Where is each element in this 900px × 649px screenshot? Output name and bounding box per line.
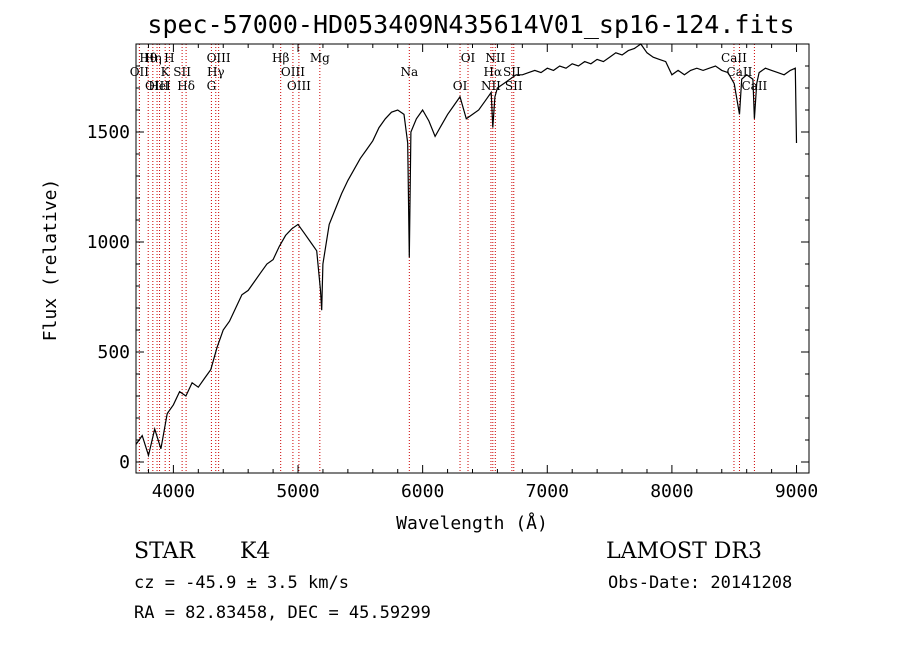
- line-label-mg: Mg: [310, 51, 330, 65]
- x-axis-ticks: 4000 5000 6000 7000 8000 9000: [147, 44, 818, 502]
- line-label-k: K: [161, 65, 171, 79]
- spectral-subclass: K4: [240, 539, 270, 564]
- x-axis-label: Wavelength (Å): [396, 512, 548, 534]
- spectral-line-markers: [138, 44, 755, 473]
- coordinates: RA = 82.83458, DEC = 45.59299: [134, 603, 431, 623]
- line-label-sii: SII: [173, 65, 191, 79]
- line-label-hθ: Hθ: [139, 51, 157, 65]
- line-label-nii: NII: [481, 79, 501, 93]
- line-label-hα: Hα: [484, 65, 503, 79]
- x-tick-label: 4000: [152, 481, 195, 502]
- line-label-caii: CaII: [741, 79, 767, 93]
- line-label-na: Na: [400, 65, 418, 79]
- line-label-oiii: OIII: [145, 79, 169, 93]
- flux-series-line: [135, 43, 798, 458]
- line-label-oi: OI: [461, 51, 476, 65]
- y-tick-label: 1500: [87, 122, 130, 143]
- line-label-sii: SII: [503, 65, 521, 79]
- line-label-sii: SII: [505, 79, 523, 93]
- line-label-hδ: Hδ: [177, 79, 195, 93]
- x-tick-label: 8000: [650, 481, 693, 502]
- x-tick-label: 7000: [526, 481, 569, 502]
- x-tick-label: 6000: [401, 481, 444, 502]
- line-label-oiii: OIII: [207, 51, 231, 65]
- observation-date: Obs-Date: 20141208: [608, 573, 792, 593]
- line-label-oiii: OIII: [281, 65, 305, 79]
- y-tick-label: 1000: [87, 232, 130, 253]
- line-label-oii: OII: [130, 65, 150, 79]
- line-label-oiii: OIII: [287, 79, 311, 93]
- line-label-hη: Hη: [144, 51, 162, 65]
- chart-title: spec-57000-HD053409N435614V01_sp16-124.f…: [147, 10, 794, 39]
- y-axis-label: Flux (relative): [40, 179, 61, 342]
- y-tick-label: 500: [97, 342, 130, 363]
- plot-frame: [135, 43, 810, 474]
- line-label-oi: OI: [453, 79, 468, 93]
- survey-name: LAMOST DR3: [606, 539, 762, 564]
- line-label-nii: NII: [485, 51, 505, 65]
- y-tick-label: 0: [119, 452, 130, 473]
- x-tick-label: 9000: [775, 481, 818, 502]
- line-label-hβ: Hβ: [272, 51, 289, 65]
- line-label-h: H: [164, 51, 174, 65]
- line-label-caii: CaII: [721, 51, 747, 65]
- redshift-velocity: cz = -45.9 ± 3.5 km/s: [134, 573, 349, 593]
- x-tick-label: 5000: [276, 481, 319, 502]
- y-axis-ticks: 0 500 1000 1500: [87, 65, 809, 473]
- spectral-line-labels: HθOIIOIIIHηKHeIHSIIHδOIIIHγGHβOIIIOIIIMg…: [130, 51, 768, 93]
- line-label-g: G: [207, 79, 217, 93]
- line-label-hγ: Hγ: [207, 65, 225, 79]
- line-label-hei: HeI: [148, 79, 171, 93]
- object-type: STAR: [134, 539, 196, 564]
